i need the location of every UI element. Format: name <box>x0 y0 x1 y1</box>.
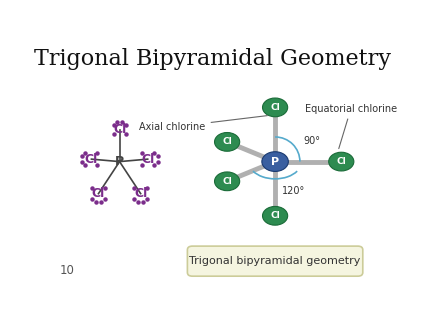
Text: Cl: Cl <box>92 187 105 200</box>
Circle shape <box>214 172 239 191</box>
Text: Equatorial chlorine: Equatorial chlorine <box>304 104 396 148</box>
Text: 10: 10 <box>60 264 75 277</box>
Text: Trigonal bipyramidal geometry: Trigonal bipyramidal geometry <box>189 256 360 266</box>
Circle shape <box>328 152 353 171</box>
Text: Axial chlorine: Axial chlorine <box>139 116 267 132</box>
Circle shape <box>214 132 239 151</box>
Circle shape <box>261 152 288 172</box>
Text: Cl: Cl <box>134 187 147 200</box>
Text: Cl: Cl <box>270 211 279 220</box>
Circle shape <box>262 98 287 117</box>
Text: 120°: 120° <box>281 186 304 196</box>
Text: 90°: 90° <box>302 136 320 146</box>
Text: Trigonal Bipyramidal Geometry: Trigonal Bipyramidal Geometry <box>34 48 390 70</box>
Circle shape <box>262 206 287 225</box>
Text: Cl: Cl <box>112 123 126 136</box>
Text: Cl: Cl <box>141 153 154 166</box>
Text: Cl: Cl <box>270 103 279 112</box>
Text: Cl: Cl <box>222 177 231 186</box>
Text: Cl: Cl <box>85 153 98 166</box>
Text: Cl: Cl <box>222 137 231 146</box>
Text: P: P <box>115 155 124 168</box>
Text: P: P <box>271 156 279 167</box>
Text: Cl: Cl <box>336 157 345 166</box>
FancyBboxPatch shape <box>187 246 362 276</box>
